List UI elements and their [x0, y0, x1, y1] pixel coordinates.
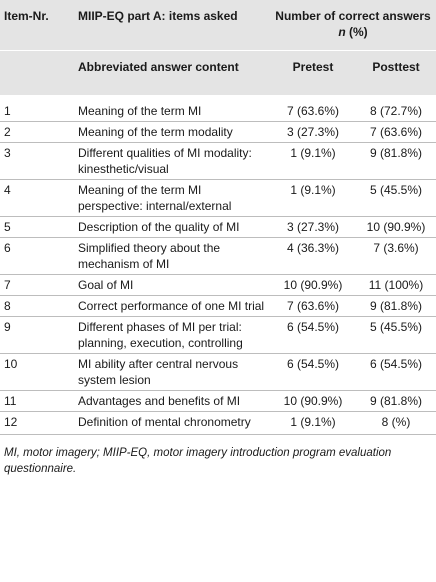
item-number: 8: [0, 295, 74, 317]
pretest-value: 10 (90.9%): [270, 274, 356, 296]
table-row: 8 Correct performance of one MI trial 7 (6…: [0, 295, 436, 317]
answer-content: Advantages and benefits of MI: [74, 390, 270, 412]
footnote: MI, motor imagery; MIIP-EQ, motor imager…: [4, 447, 392, 475]
pretest-value: 6 (54.5%): [270, 316, 356, 354]
table-body: 1 Meaning of the term MI 7 (63.6%) 8 (72.7%…: [0, 95, 436, 435]
table-row: 6 Simplified theory about the mechanism o…: [0, 237, 436, 275]
posttest-value: 6 (54.5%): [356, 353, 436, 391]
posttest-value: 9 (81.8%): [356, 390, 436, 412]
header-part: MIIP-EQ part A: items asked: [78, 9, 238, 23]
table-row: 7 Goal of MI 10 (90.9%) 11 (100%): [0, 274, 436, 296]
table-row: 10 MI ability after central nervous syste…: [0, 353, 436, 391]
pretest-value: 1 (9.1%): [270, 179, 356, 217]
answer-content: Meaning of the term MI perspective: inte…: [74, 179, 270, 217]
table-row: 3 Different qualities of MI modality: kin…: [0, 142, 436, 180]
table-row: 4 Meaning of the term MI perspective: int…: [0, 179, 436, 217]
item-number: 9: [0, 316, 74, 354]
pretest-value: 3 (27.3%): [270, 121, 356, 143]
answer-content: MI ability after central nervous system …: [74, 353, 270, 391]
posttest-value: 9 (81.8%): [356, 295, 436, 317]
pretest-value: 4 (36.3%): [270, 237, 356, 275]
pretest-value: 6 (54.5%): [270, 353, 356, 391]
posttest-value: 7 (3.6%): [356, 237, 436, 275]
pretest-value: 7 (63.6%): [270, 295, 356, 317]
posttest-value: 8 (72.7%): [369, 104, 423, 118]
header-posttest: Posttest: [356, 50, 436, 95]
answer-content: Goal of MI: [74, 274, 270, 296]
item-number: 10: [0, 353, 74, 391]
header-correct-text: Number of correct answers: [275, 9, 431, 23]
answer-content: Simplified theory about the mechanism of…: [74, 237, 270, 275]
table-row: 1 Meaning of the term MI 7 (63.6%) 8 (72.7%…: [0, 95, 436, 122]
posttest-value: 5 (45.5%): [356, 316, 436, 354]
answer-content: Meaning of the term modality: [74, 121, 270, 143]
pretest-value: 10 (90.9%): [270, 390, 356, 412]
posttest-value: 11 (100%): [356, 274, 436, 296]
item-number: 4: [0, 179, 74, 217]
answer-content: Different phases of MI per trial: planni…: [74, 316, 270, 354]
header-pretest: Pretest: [270, 50, 356, 95]
pretest-value: 7 (63.6%): [286, 104, 340, 118]
answer-content: Meaning of the term MI: [78, 104, 202, 118]
pretest-value: 1 (9.1%): [270, 142, 356, 180]
header-pct: (%): [349, 25, 368, 39]
posttest-value: 10 (90.9%): [356, 216, 436, 238]
table-row: 2 Meaning of the term modality 3 (27.3%) 7 …: [0, 121, 436, 143]
table-row: 9 Different phases of MI per trial: plann…: [0, 316, 436, 354]
item-number: 6: [0, 237, 74, 275]
header-n: n: [338, 25, 346, 39]
item-number: 7: [0, 274, 74, 296]
item-number: 3: [0, 142, 74, 180]
answer-content: Definition of mental chronometry: [74, 411, 270, 435]
posttest-value: 8 (%): [356, 411, 436, 435]
answer-content: Correct performance of one MI trial: [74, 295, 270, 317]
item-number: 11: [0, 390, 74, 412]
results-table: Item-Nr. MIIP-EQ part A: items asked Num…: [0, 0, 436, 435]
posttest-value: 5 (45.5%): [356, 179, 436, 217]
posttest-value: 7 (63.6%): [356, 121, 436, 143]
table-header: Item-Nr. MIIP-EQ part A: items asked Num…: [0, 0, 436, 95]
pretest-value: 1 (9.1%): [270, 411, 356, 435]
table-row: 11 Advantages and benefits of MI 10 (90.9%…: [0, 390, 436, 412]
answer-content: Description of the quality of MI: [74, 216, 270, 238]
item-number: 12: [0, 411, 74, 435]
header-item: Item-Nr.: [4, 9, 49, 23]
answer-content: Different qualities of MI modality: kine…: [74, 142, 270, 180]
posttest-value: 9 (81.8%): [356, 142, 436, 180]
item-number: 2: [0, 121, 74, 143]
pretest-value: 3 (27.3%): [270, 216, 356, 238]
table-row: 12 Definition of mental chronometry 1 (9.1…: [0, 411, 436, 435]
item-number: 1: [4, 104, 11, 118]
header-abbrev: Abbreviated answer content: [74, 50, 270, 95]
table-row: 5 Description of the quality of MI 3 (27.3…: [0, 216, 436, 238]
item-number: 5: [0, 216, 74, 238]
header-correct: Number of correct answers n (%): [270, 0, 436, 51]
